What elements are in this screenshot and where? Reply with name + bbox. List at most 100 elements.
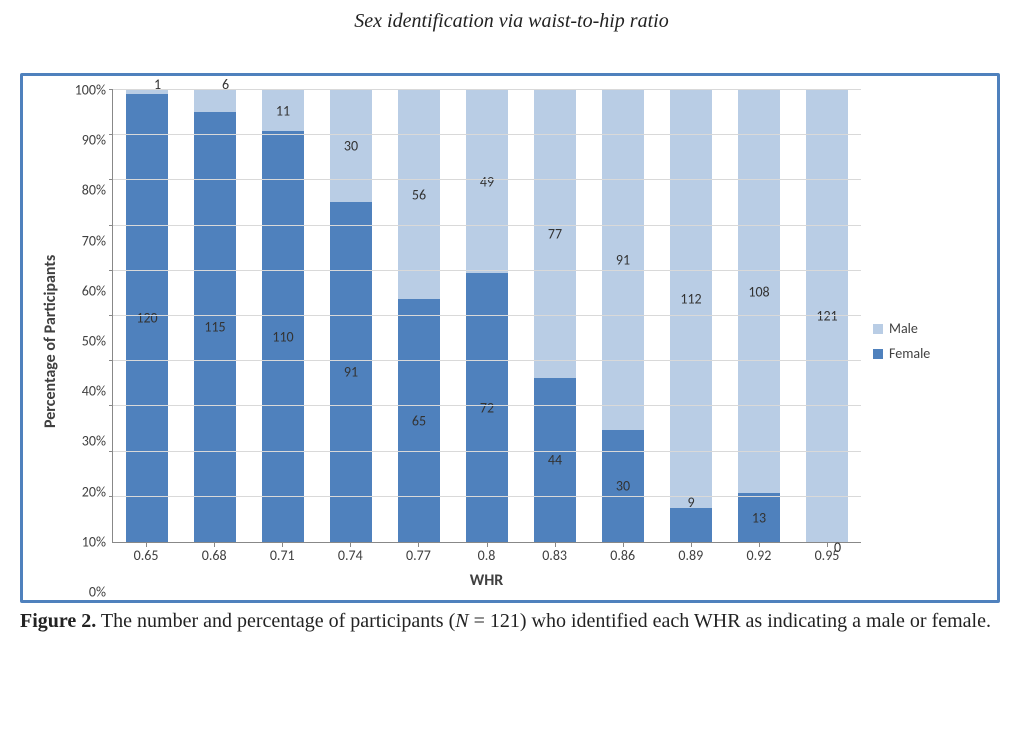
bar-seg-male: 56: [398, 90, 440, 299]
bar-value-male: 6: [222, 76, 229, 93]
bar-seg-female: 110: [262, 131, 304, 542]
bar: 108 13: [738, 90, 780, 542]
x-axis-ticks: 0.650.680.710.740.770.80.830.860.890.920…: [112, 543, 861, 565]
y-tick-label: 80%: [82, 182, 106, 199]
bar-seg-male: 49: [466, 90, 508, 273]
bar: 1210: [806, 90, 848, 542]
x-tick-label: 0.86: [589, 543, 657, 565]
bar: 49 72: [466, 90, 508, 542]
bar-slot: 30 91: [317, 90, 385, 542]
bar-slot: 7744: [521, 90, 589, 542]
bar: 1120: [126, 90, 168, 542]
bar-seg-male: 11: [262, 90, 304, 131]
chart-body: Percentage of Participants 0%10%20%30%40…: [37, 90, 983, 592]
bar-slot: 108 13: [725, 90, 793, 542]
bars-container: 1120 6 115 11 110 30 91 56 65 49 72 7744 91 30 112 9 108…: [113, 90, 861, 542]
bar-seg-male: 112: [670, 90, 712, 508]
bar-value-male: 1: [154, 76, 161, 93]
bar-slot: 1120: [113, 90, 181, 542]
y-axis-ticks: 0%10%20%30%40%50%60%70%80%90%100%: [64, 90, 112, 592]
legend-label: Male: [889, 320, 918, 337]
bar-value-female: 65: [412, 412, 426, 429]
bar-value-male: 11: [276, 102, 290, 119]
legend: Male Female: [861, 90, 983, 592]
bar-seg-male: 121: [806, 90, 848, 542]
bar-seg-female: 65: [398, 299, 440, 542]
y-axis-title: Percentage of Participants: [37, 90, 64, 592]
bar-value-female: 120: [136, 309, 157, 326]
x-tick-label: 0.89: [657, 543, 725, 565]
caption-text-before-n: The number and percentage of participant…: [96, 610, 455, 632]
bar-seg-male: 6: [194, 90, 236, 112]
page-title: Sex identification via waist-to-hip rati…: [20, 10, 1003, 33]
x-tick-label: 0.8: [452, 543, 520, 565]
bar-value-female: 115: [204, 319, 225, 336]
plot-area: 1120 6 115 11 110 30 91 56 65 49 72 7744 91 30 112 9 108…: [112, 90, 861, 543]
bar-value-female: 72: [480, 399, 494, 416]
bar-slot: 11 110: [249, 90, 317, 542]
x-tick-label: 0.68: [180, 543, 248, 565]
bar-seg-female: 9: [670, 508, 712, 542]
bar-seg-male: 30: [330, 90, 372, 202]
bar-seg-male: 77: [534, 90, 576, 378]
y-tick-label: 70%: [82, 232, 106, 249]
y-tick-label: 20%: [82, 483, 106, 500]
y-tick-label: 60%: [82, 282, 106, 299]
plot-column: 1120 6 115 11 110 30 91 56 65 49 72 7744 91 30 112 9 108…: [112, 90, 861, 592]
bar-slot: 49 72: [453, 90, 521, 542]
bar-value-male: 56: [412, 186, 426, 203]
bar-value-female: 110: [272, 328, 293, 345]
y-tick-label: 40%: [82, 383, 106, 400]
bar: 112 9: [670, 90, 712, 542]
legend-swatch: [873, 349, 883, 359]
y-tick-label: 0%: [89, 584, 106, 601]
chart-frame: Percentage of Participants 0% 10% 20% 30% 40…: [20, 73, 1000, 603]
x-tick-label: 0.65: [112, 543, 180, 565]
bar-value-male: 30: [344, 138, 358, 155]
caption-figure-label: Figure 2.: [20, 610, 96, 632]
y-tick-label: 100%: [75, 82, 106, 99]
y-tick-label: 30%: [82, 433, 106, 450]
caption-text-after-n: = 121) who identified each WHR as indica…: [469, 610, 991, 632]
bar-value-female: 13: [752, 509, 766, 526]
y-tick-label: 10%: [82, 533, 106, 550]
bar: 11 110: [262, 90, 304, 542]
x-tick-label: 0.77: [384, 543, 452, 565]
bar-value-male: 77: [548, 225, 562, 242]
x-tick-label: 0.92: [725, 543, 793, 565]
caption-n-symbol: N: [455, 610, 468, 632]
bar-value-male: 112: [680, 291, 701, 308]
bar-seg-female: 120: [126, 94, 168, 542]
bar-slot: 56 65: [385, 90, 453, 542]
bar-seg-male: 91: [602, 90, 644, 430]
bar-seg-female: 30: [602, 430, 644, 542]
bar-value-male: 108: [748, 283, 769, 300]
bar-slot: 91 30: [589, 90, 657, 542]
legend-item: Female: [873, 345, 983, 362]
x-tick-label: 0.71: [248, 543, 316, 565]
bar-seg-female: 13: [738, 493, 780, 542]
bar-seg-female: 91: [330, 202, 372, 542]
bar-slot: 6 115: [181, 90, 249, 542]
figure-caption: Figure 2. The number and percentage of p…: [20, 609, 1000, 634]
x-tick-label: 0.83: [521, 543, 589, 565]
bar-value-female: 30: [616, 477, 630, 494]
legend-item: Male: [873, 320, 983, 337]
bar-value-male: 91: [616, 251, 630, 268]
bar-value-male: 49: [480, 173, 494, 190]
x-axis-title: WHR: [112, 565, 861, 592]
bar-seg-female: 115: [194, 112, 236, 542]
bar: 7744: [534, 90, 576, 542]
legend-swatch: [873, 324, 883, 334]
bar-value-female: 91: [344, 364, 358, 381]
bar-slot: 1210: [793, 90, 861, 542]
bar: 6 115: [194, 90, 236, 542]
page-root: Sex identification via waist-to-hip rati…: [0, 0, 1023, 738]
x-tick-label: 0.95: [793, 543, 861, 565]
bar: 30 91: [330, 90, 372, 542]
bar-value-male: 121: [816, 308, 837, 325]
bar: 91 30: [602, 90, 644, 542]
x-tick-label: 0.74: [316, 543, 384, 565]
bar-seg-male: 108: [738, 90, 780, 493]
bar-slot: 112 9: [657, 90, 725, 542]
